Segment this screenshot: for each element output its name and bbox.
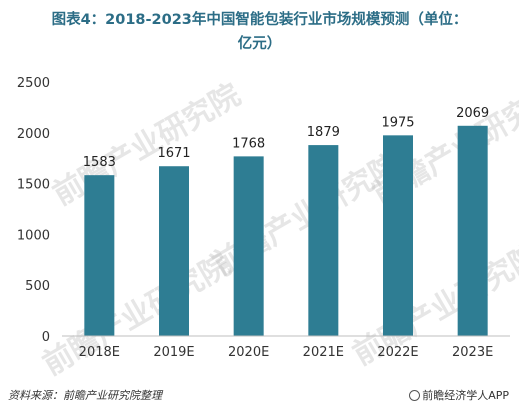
brand-logo-icon	[409, 390, 421, 401]
footer: 资料来源：前瞻产业研究院整理 前瞻经济学人APP	[0, 384, 519, 406]
y-tick-label: 1500	[17, 178, 50, 193]
y-tick-label: 500	[25, 279, 50, 294]
x-tick-label: 2018E	[79, 345, 120, 360]
data-label: 1975	[381, 115, 414, 130]
x-tick-label: 2020E	[228, 345, 269, 360]
data-label: 1583	[83, 155, 116, 170]
bar-2022E	[383, 135, 413, 336]
chart-title-line1: 图表4：2018-2023年中国智能包装行业市场规模预测（单位：	[51, 12, 468, 28]
x-tick-label: 2021E	[303, 345, 344, 360]
bars: 1583 1671 1768 1879 1975 2069	[83, 106, 489, 336]
y-axis: 0 500 1000 1500 2000 2500	[17, 76, 50, 345]
y-tick-label: 2000	[17, 127, 50, 142]
brand-text: 前瞻经济学人APP	[422, 389, 509, 402]
y-tick-label: 0	[42, 330, 50, 345]
y-tick-label: 2500	[17, 76, 50, 91]
data-label: 1671	[157, 146, 190, 161]
bar-2021E	[308, 145, 339, 336]
bar-2020E	[233, 156, 264, 336]
chart-title-line2: 亿元）	[237, 36, 282, 52]
brand: 前瞻经济学人APP	[409, 387, 509, 403]
data-label: 2069	[456, 106, 489, 121]
bar-2023E	[457, 125, 488, 336]
data-label: 1768	[232, 136, 265, 151]
x-axis: 2018E 2019E 2020E 2021E 2022E 2023E	[62, 335, 510, 360]
source-text: 资料来源：前瞻产业研究院整理	[8, 389, 162, 402]
chart-title: 图表4：2018-2023年中国智能包装行业市场规模预测（单位： 亿元）	[0, 8, 519, 56]
x-tick-label: 2023E	[452, 345, 493, 360]
x-tick-label: 2019E	[153, 345, 194, 360]
bar-2018E	[84, 175, 115, 336]
y-tick-label: 1000	[17, 228, 50, 243]
x-tick-label: 2022E	[377, 345, 418, 360]
data-label: 1879	[307, 125, 340, 140]
bar-2019E	[159, 166, 189, 336]
